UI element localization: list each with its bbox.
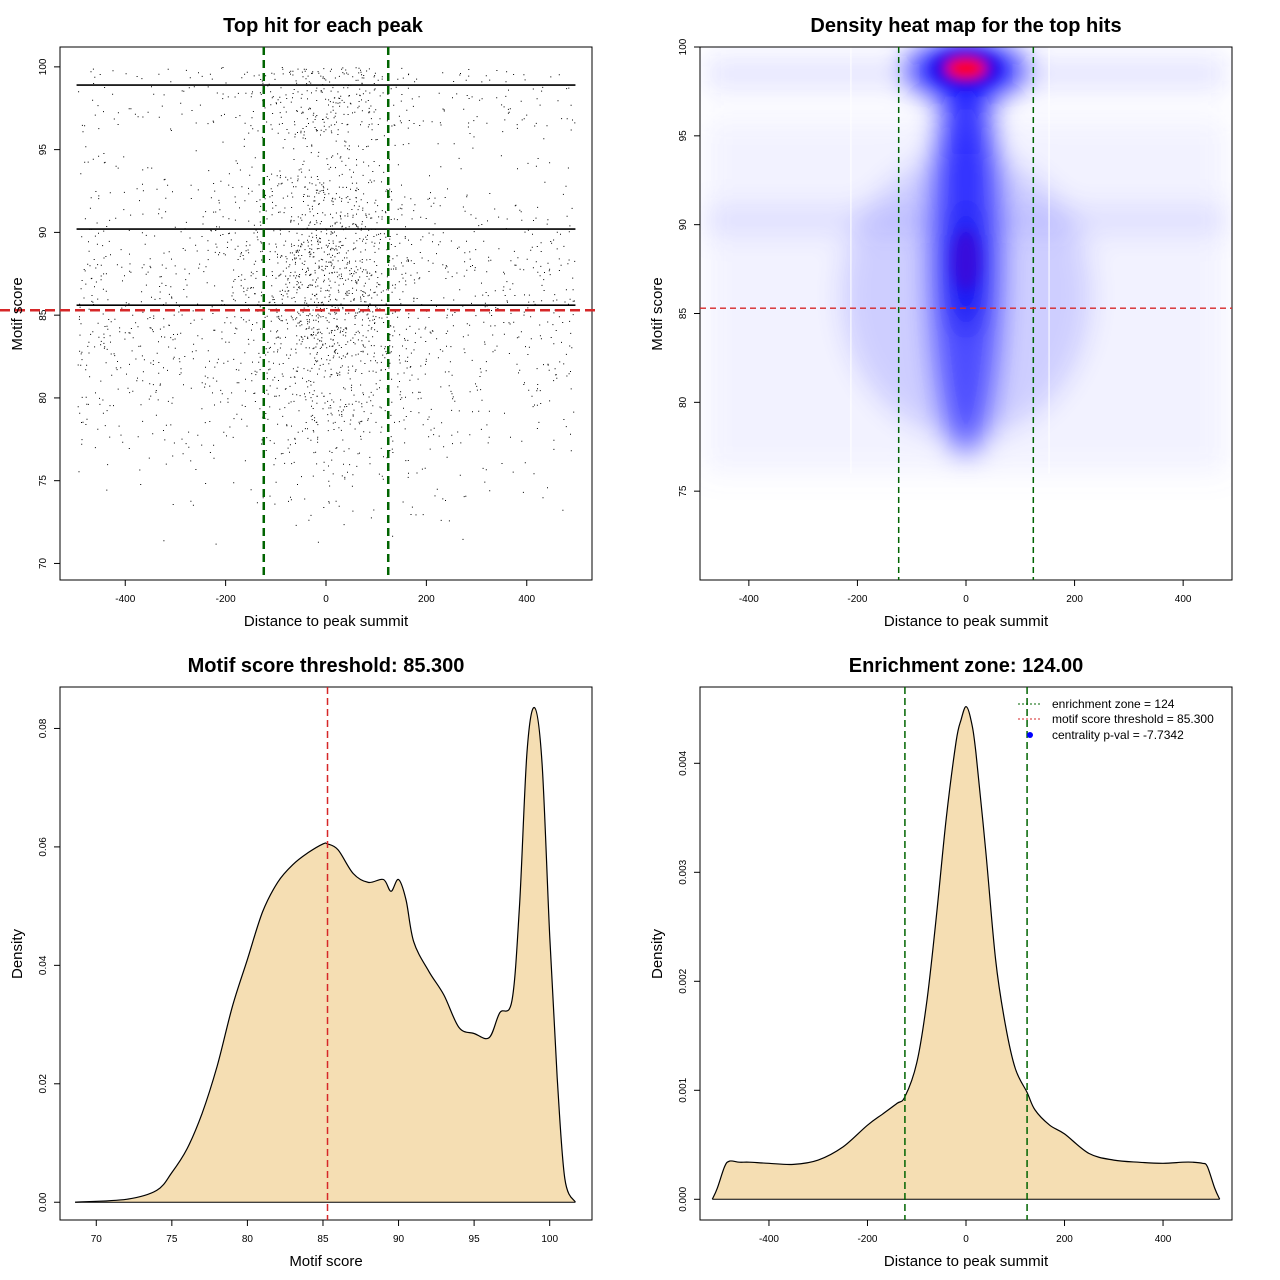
- distance-density-ytick-label: 0.004: [678, 750, 689, 775]
- legend-centrality-label: centrality p-val = -7.7342: [1052, 728, 1184, 742]
- legend-threshold-label: motif score threshold = 85.300: [1052, 712, 1214, 726]
- heatmap-hotspot-mid: [952, 230, 980, 291]
- score-density-ytick-label: 0.04: [38, 955, 49, 975]
- scatter-ylabel: Motif score: [9, 277, 26, 350]
- scatter-xlabel: Distance to peak summit: [244, 613, 409, 630]
- distance-density-legend: enrichment zone = 124 motif score thresh…: [1018, 697, 1214, 742]
- distance-density-axes: -400 -200 0 200 400 0.000 0.001 0.002 0.003 0.004: [678, 750, 1172, 1245]
- distance-density-xlabel: Distance to peak summit: [884, 1253, 1049, 1270]
- panel-score-density: Motif score threshold: 85.300 70 75 80 85 90…: [9, 655, 593, 1270]
- scatter-xtick-label: 0: [323, 594, 329, 605]
- score-density-ylabel: Density: [9, 928, 26, 979]
- distance-density-title: Enrichment zone: 124.00: [849, 655, 1084, 677]
- distance-density-xtick-label: 0: [963, 1234, 969, 1245]
- score-density-xtick-label: 95: [469, 1234, 481, 1245]
- distance-density-ytick-label: 0.001: [678, 1077, 689, 1102]
- scatter-ytick-label: 70: [38, 557, 49, 569]
- distance-density-ytick-label: 0.002: [678, 968, 689, 993]
- heatmap-ytick-label: 75: [678, 485, 689, 497]
- panel-scatter: Top hit for each peak -400 -200 0 200 400 70 7…: [0, 15, 600, 630]
- score-density-xtick-label: 70: [91, 1234, 103, 1245]
- score-density-xtick-label: 75: [166, 1234, 178, 1245]
- heatmap-ytick-label: 100: [678, 38, 689, 55]
- score-density-xlabel: Motif score: [289, 1253, 362, 1270]
- score-density-xtick-label: 85: [317, 1234, 329, 1245]
- scatter-ytick-label: 80: [38, 392, 49, 404]
- score-density-ytick-label: 0.02: [38, 1074, 49, 1094]
- distance-density-ytick-label: 0.000: [678, 1186, 689, 1211]
- heatmap-xlabel: Distance to peak summit: [884, 613, 1049, 630]
- panel-distance-density: Enrichment zone: 124.00 -400 -200 0 200 400 0…: [649, 655, 1233, 1270]
- distance-density-area-fill: [712, 706, 1220, 1200]
- scatter-xtick-label: 400: [518, 594, 535, 605]
- distance-density-xtick-label: -400: [759, 1234, 779, 1245]
- heatmap-hotspots: [932, 50, 1000, 291]
- heatmap-hotspot-high: [946, 57, 986, 80]
- heatmap-xtick-label: 200: [1066, 594, 1083, 605]
- panel-heatmap: Density heat map for the top hits -400 -2…: [649, 15, 1233, 630]
- distance-density-xtick-label: 400: [1155, 1234, 1172, 1245]
- score-density-xtick-label: 80: [242, 1234, 254, 1245]
- score-density-ytick-label: 0.00: [38, 1192, 49, 1212]
- scatter-xtick-label: 200: [418, 594, 435, 605]
- scatter-frame: [59, 46, 593, 581]
- distance-density-ytick-label: 0.003: [678, 859, 689, 884]
- heatmap-ytick-label: 90: [678, 219, 689, 231]
- distance-density-density-line: [711, 705, 1221, 1200]
- score-density-axes: 70 75 80 85 90 95 100 0.00 0.02 0.04 0.06 0.08: [38, 718, 558, 1245]
- scatter-axes: -400 -200 0 200 400 70 75 80 85 90 95 100: [38, 58, 536, 605]
- distance-density-xtick-label: -200: [857, 1234, 877, 1245]
- score-density-ytick-label: 0.08: [38, 718, 49, 738]
- heatmap-title: Density heat map for the top hits: [810, 15, 1121, 37]
- heatmap-density: [700, 47, 1232, 580]
- score-density-density-line: [75, 707, 576, 1203]
- heatmap-ytick-label: 95: [678, 130, 689, 142]
- score-density-xtick-label: 90: [393, 1234, 405, 1245]
- legend-zone-label: enrichment zone = 124: [1052, 697, 1175, 711]
- heatmap-reference-lines: [700, 47, 1232, 580]
- distance-density-reference-lines: [904, 687, 1028, 1220]
- scatter-xtick-label: -400: [115, 594, 135, 605]
- scatter-ytick-label: 85: [38, 309, 49, 321]
- scatter-ytick-label: 100: [38, 58, 49, 75]
- score-density-area-fill: [75, 707, 576, 1203]
- score-density-ytick-label: 0.06: [38, 837, 49, 857]
- score-density-title: Motif score threshold: 85.300: [188, 655, 465, 677]
- heatmap-xtick-label: 400: [1175, 594, 1192, 605]
- heatmap-ylabel: Motif score: [649, 277, 666, 350]
- scatter-points: [76, 67, 576, 545]
- score-density-curve: [75, 707, 576, 1203]
- scatter-reference-lines: [0, 47, 600, 580]
- scatter-ytick-label: 90: [38, 226, 49, 238]
- scatter-title: Top hit for each peak: [223, 15, 424, 37]
- heatmap-xtick-label: 0: [963, 594, 969, 605]
- heatmap-xtick-label: -400: [739, 594, 759, 605]
- distance-density-ylabel: Density: [649, 928, 666, 979]
- legend-centrality-point: [1027, 732, 1033, 738]
- heatmap-xtick-label: -200: [847, 594, 867, 605]
- scatter-xtick-label: -200: [216, 594, 236, 605]
- heatmap-ytick-label: 85: [678, 308, 689, 320]
- scatter-ytick-label: 75: [38, 475, 49, 487]
- heatmap-blur-layer: [705, 47, 1227, 474]
- score-density-xtick-label: 100: [541, 1234, 558, 1245]
- distance-density-curve: [711, 705, 1221, 1200]
- scatter-ytick-label: 95: [38, 144, 49, 156]
- score-density-frame: [59, 686, 593, 1221]
- heatmap-axes: -400 -200 0 200 400 75 80 85 90 95 100: [678, 38, 1192, 605]
- distance-density-xtick-label: 200: [1056, 1234, 1073, 1245]
- heatmap-ytick-label: 80: [678, 396, 689, 408]
